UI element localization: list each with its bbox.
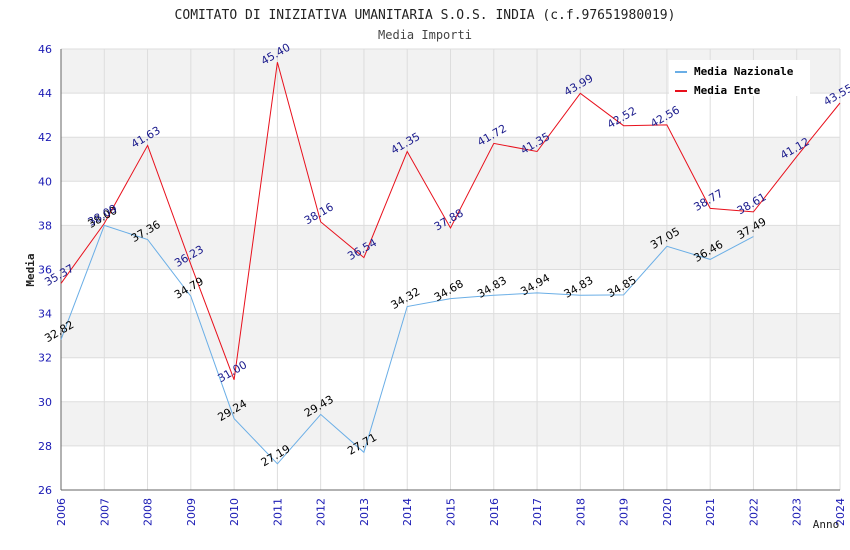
legend: Media Nazionale Media Ente <box>669 60 810 97</box>
x-tick-label: 2024 <box>834 498 847 526</box>
x-tick-label: 2007 <box>98 498 111 526</box>
legend-box <box>669 60 810 96</box>
y-tick-label: 30 <box>38 396 52 409</box>
y-axis-label: Media <box>24 253 37 286</box>
series-line-media-nazionale <box>60 224 754 465</box>
x-tick-label: 2023 <box>791 498 804 526</box>
series-layer <box>60 62 841 465</box>
x-axis-label: Anno <box>813 518 840 531</box>
legend-label-media-ente: Media Ente <box>694 84 761 97</box>
x-tick-label: 2015 <box>445 498 458 526</box>
x-tick-label: 2009 <box>185 498 198 526</box>
series-line-media-ente <box>60 62 841 380</box>
x-tick-label: 2020 <box>661 498 674 526</box>
y-tick-label: 28 <box>38 440 52 453</box>
x-tick-label: 2019 <box>618 498 631 526</box>
y-tick-label: 32 <box>38 352 52 365</box>
x-tick-label: 2021 <box>704 498 717 526</box>
axes: 26 28 30 32 34 36 38 40 42 44 46 2006 2007 2008 2009 20… <box>38 43 847 526</box>
chart-subtitle: Media Importi <box>378 28 472 42</box>
x-tick-label: 2014 <box>401 498 414 526</box>
y-tick-label: 38 <box>38 219 52 232</box>
x-tick-label: 2017 <box>531 498 544 526</box>
x-tick-label: 2012 <box>315 498 328 526</box>
x-tick-label: 2018 <box>574 498 587 526</box>
x-tick-label: 2013 <box>358 498 371 526</box>
legend-label-media-nazionale: Media Nazionale <box>694 65 794 78</box>
x-tick-label: 2010 <box>228 498 241 526</box>
y-tick-label: 46 <box>38 43 52 56</box>
y-tick-label: 44 <box>38 87 52 100</box>
y-tick-label: 40 <box>38 175 52 188</box>
y-tick-label: 42 <box>38 131 52 144</box>
y-tick-label: 34 <box>38 308 52 321</box>
x-tick-label: 2022 <box>747 498 760 526</box>
y-tick-label: 36 <box>38 264 52 277</box>
x-tick-label: 2006 <box>55 498 68 526</box>
chart-title: COMITATO DI INIZIATIVA UMANITARIA S.O.S.… <box>175 8 676 23</box>
x-tick-label: 2008 <box>142 498 155 526</box>
x-tick-label: 2011 <box>271 498 284 526</box>
y-tick-label: 26 <box>38 484 52 497</box>
x-tick-label: 2016 <box>488 498 501 526</box>
